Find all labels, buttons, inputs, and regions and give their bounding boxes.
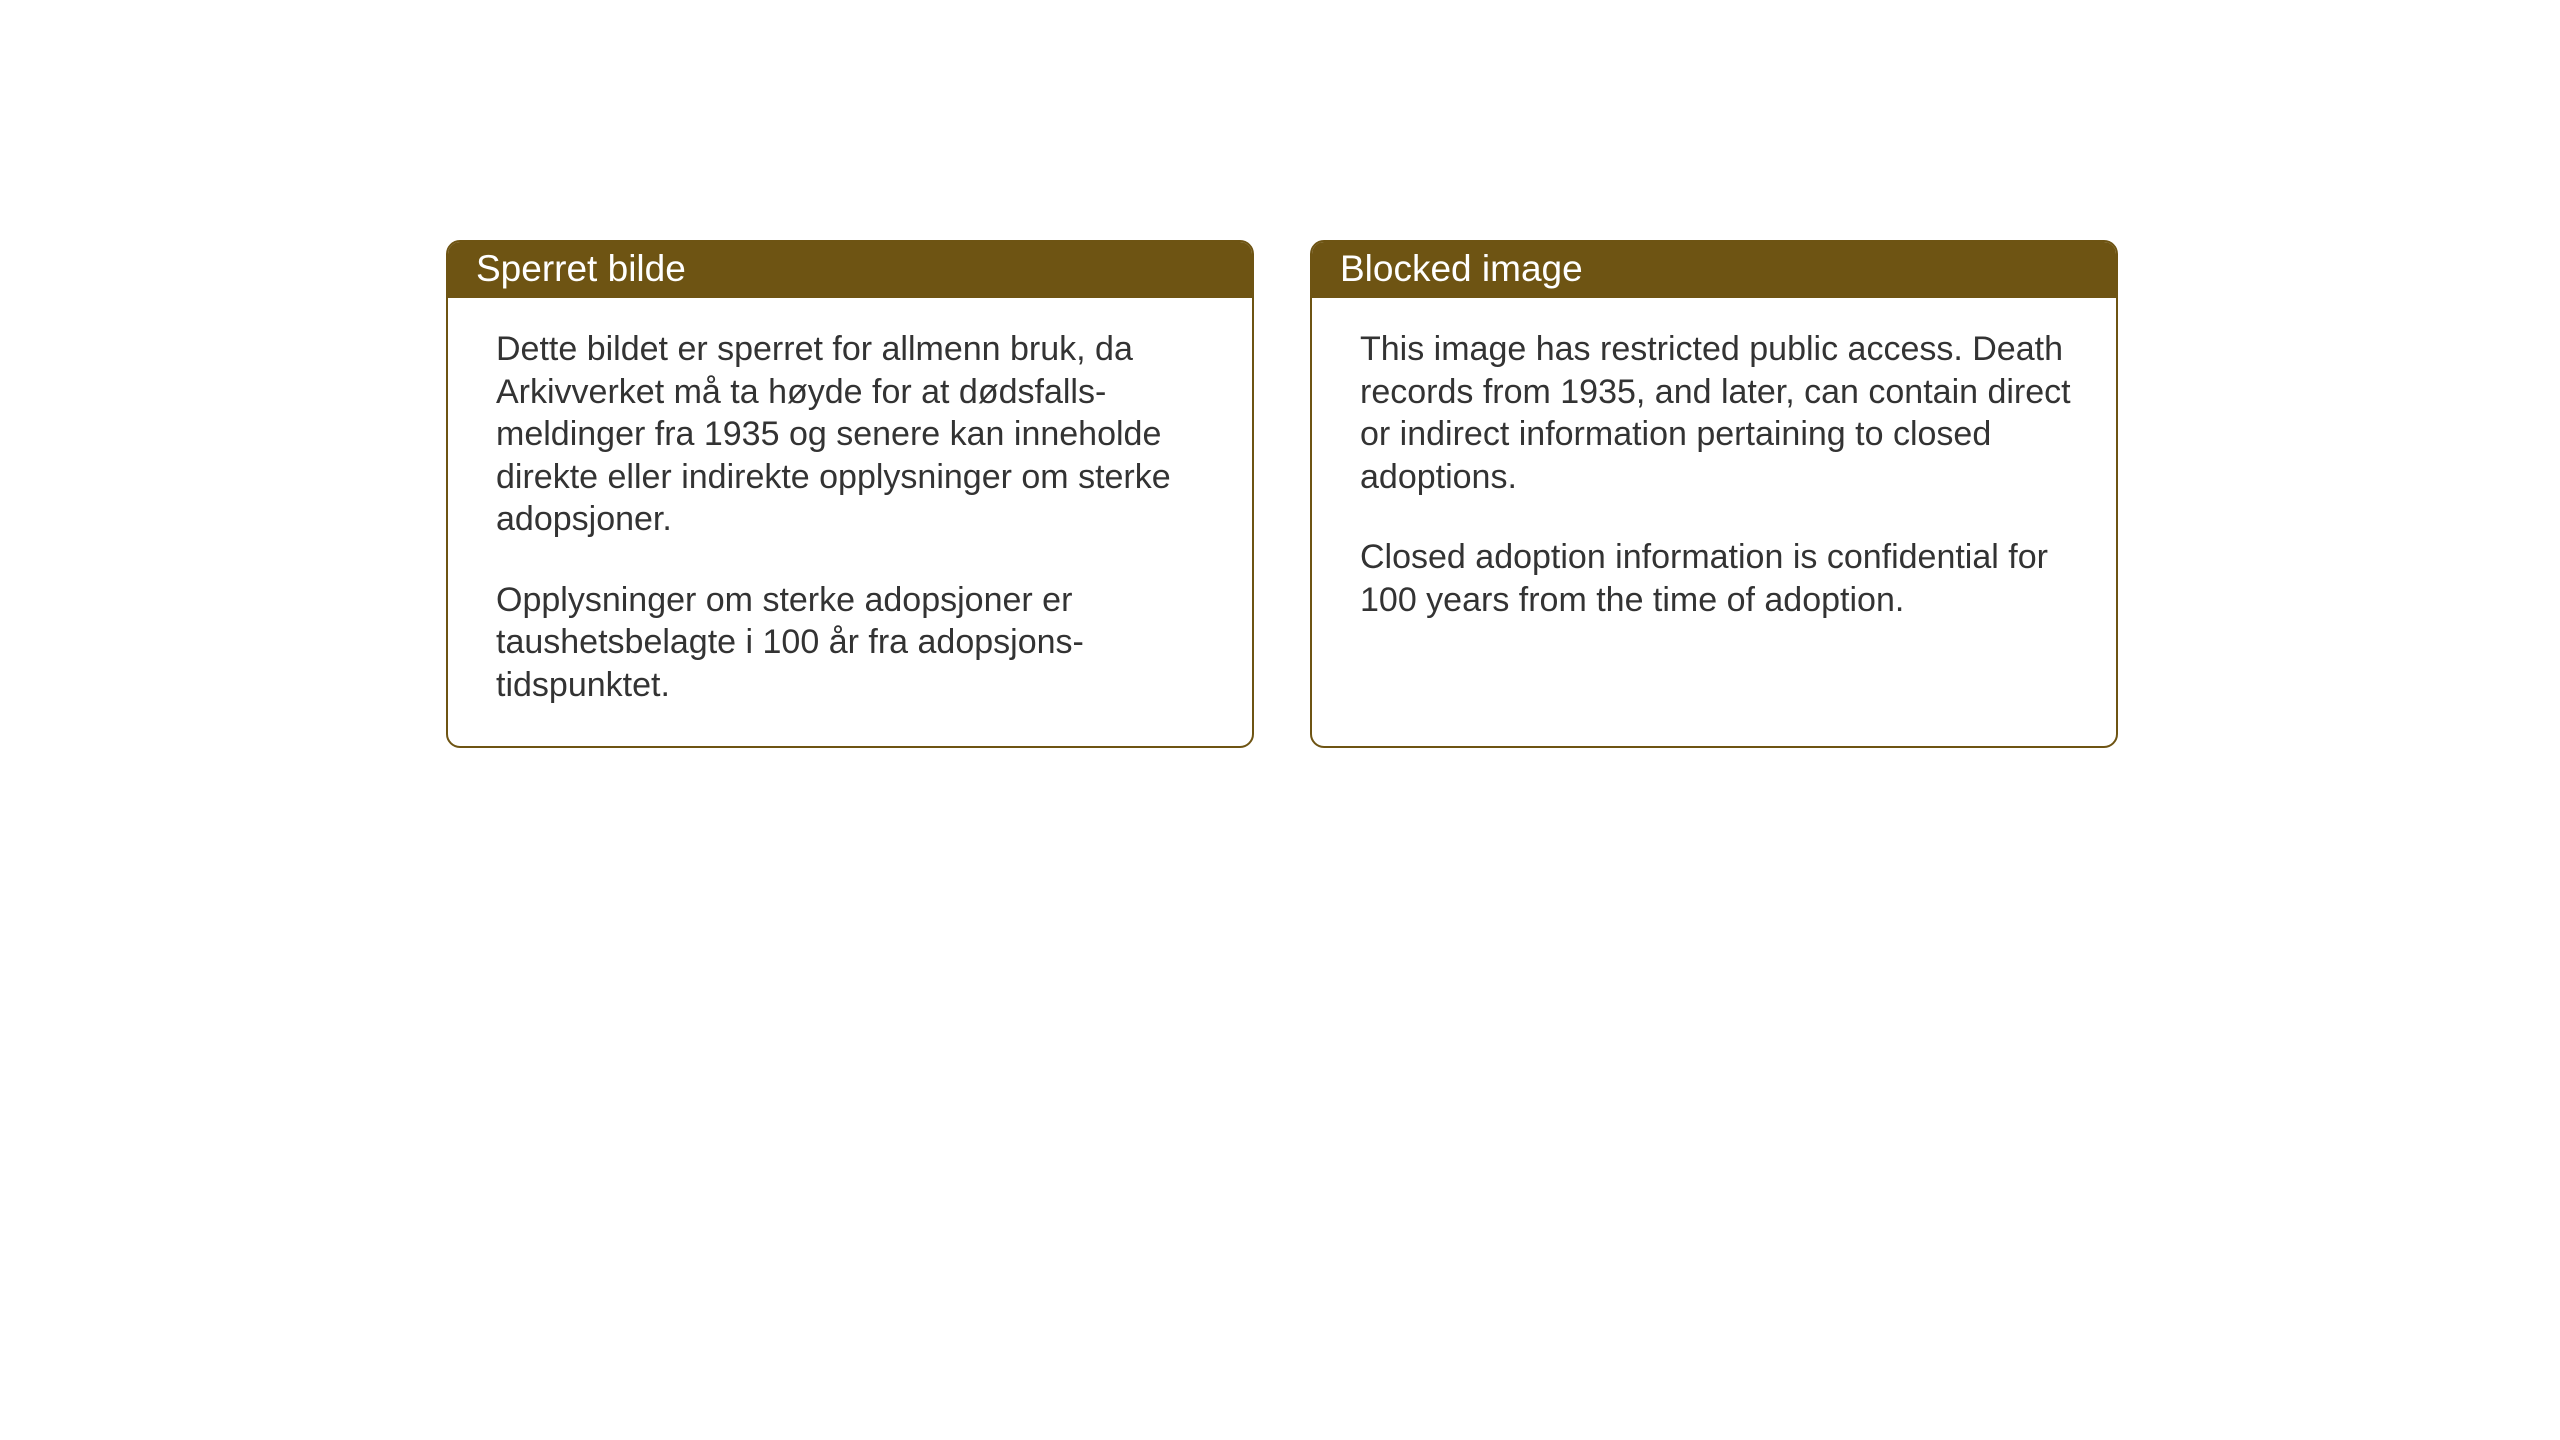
notice-para2-norwegian: Opplysninger om sterke adopsjoner er tau…	[496, 579, 1208, 707]
notice-header-english: Blocked image	[1312, 242, 2116, 298]
notice-container: Sperret bilde Dette bildet er sperret fo…	[446, 240, 2118, 748]
notice-para2-english: Closed adoption information is confident…	[1360, 536, 2072, 621]
notice-box-english: Blocked image This image has restricted …	[1310, 240, 2118, 748]
notice-body-norwegian: Dette bildet er sperret for allmenn bruk…	[448, 298, 1252, 746]
notice-body-english: This image has restricted public access.…	[1312, 298, 2116, 738]
notice-para1-english: This image has restricted public access.…	[1360, 328, 2072, 498]
notice-para1-norwegian: Dette bildet er sperret for allmenn bruk…	[496, 328, 1208, 541]
notice-box-norwegian: Sperret bilde Dette bildet er sperret fo…	[446, 240, 1254, 748]
notice-header-norwegian: Sperret bilde	[448, 242, 1252, 298]
